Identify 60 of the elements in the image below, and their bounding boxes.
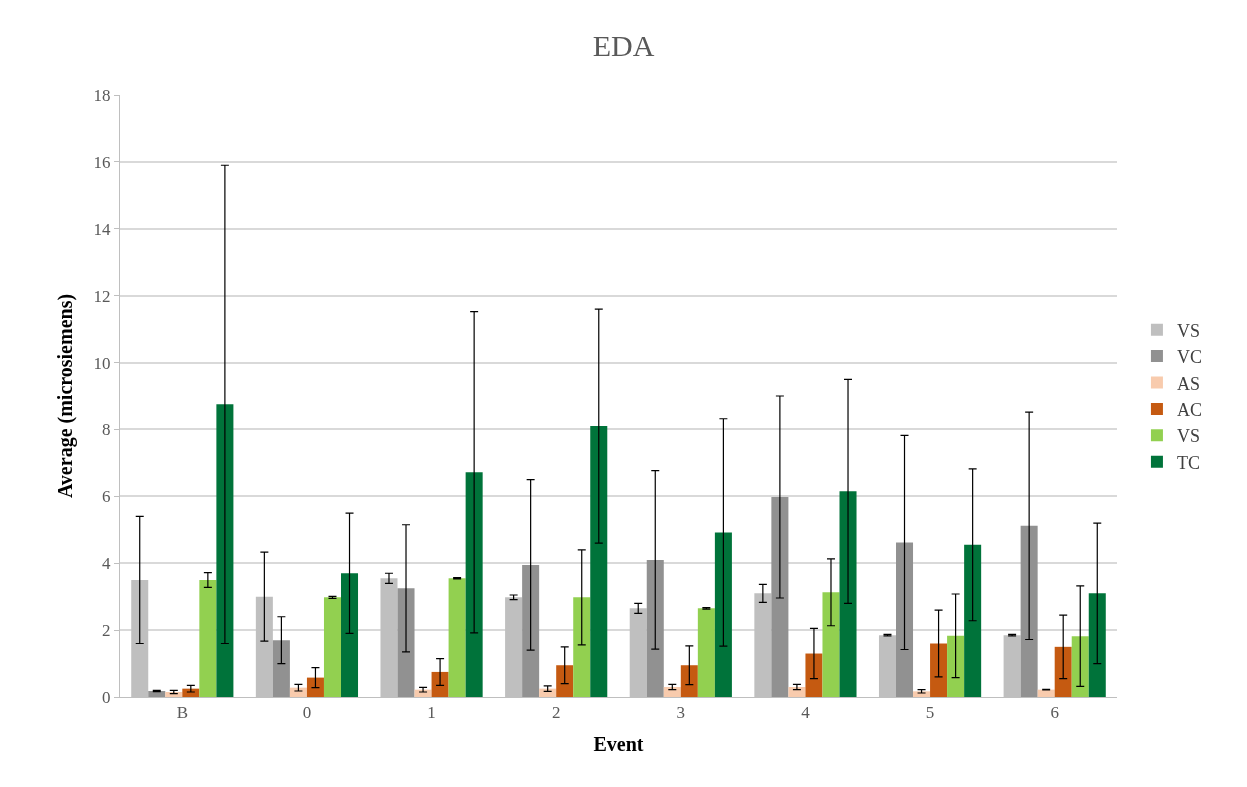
bar [216,404,234,697]
bar [306,677,324,697]
bar [646,559,664,697]
bar [930,643,948,697]
x-tick-label: B [176,703,188,723]
y-tick-label: 8 [102,420,111,440]
y-tick-label: 10 [93,353,111,373]
bar [1054,646,1072,697]
bar [199,579,217,697]
bar [697,608,715,697]
legend-label: VS [1176,320,1200,341]
bar [896,542,914,697]
x-tick-label: 6 [1050,703,1059,723]
y-tick-label: 12 [93,286,111,306]
bar [947,635,965,697]
y-tick-label: 6 [102,487,111,507]
y-tick-label: 14 [93,219,112,239]
bar [1088,593,1106,697]
legend-label: VS [1176,426,1200,447]
bar [522,564,540,697]
y-axis-title: Average (microsiemens) [54,293,78,499]
x-tick-label: 2 [551,703,561,723]
y-tick-label: 0 [102,687,111,707]
bar [272,640,290,697]
bar [714,532,732,697]
legend-label: AS [1176,373,1200,394]
y-tick-label: 4 [102,554,112,574]
chart-title: EDA [592,29,655,63]
bar [397,588,415,697]
legend-label: VC [1176,347,1202,368]
y-tick-label: 16 [93,152,111,172]
bar [771,497,789,697]
bar [822,592,840,697]
bar [465,472,483,697]
x-tick-label: 0 [302,703,312,723]
bar [556,665,574,697]
y-tick-label: 2 [102,621,111,641]
x-tick-label: 3 [676,703,686,723]
x-tick-label: 4 [801,703,811,723]
bar [323,597,341,697]
bar [1071,636,1089,697]
bar [663,686,681,697]
bar [839,491,857,697]
bar [805,653,823,697]
x-axis-title: Event [593,732,644,755]
bar [590,426,608,697]
bar [573,597,591,697]
bar [448,578,466,697]
x-tick-label: 5 [925,703,935,723]
x-tick-label: 1 [427,703,436,723]
bar [680,665,698,697]
bar [431,671,449,697]
bar [964,544,982,697]
bar [1020,525,1038,697]
bar [148,690,166,697]
y-tick-label: 18 [93,85,111,105]
legend-label: AC [1176,399,1202,420]
bar [341,573,359,697]
legend-label: TC [1176,452,1200,473]
bar [788,686,806,697]
